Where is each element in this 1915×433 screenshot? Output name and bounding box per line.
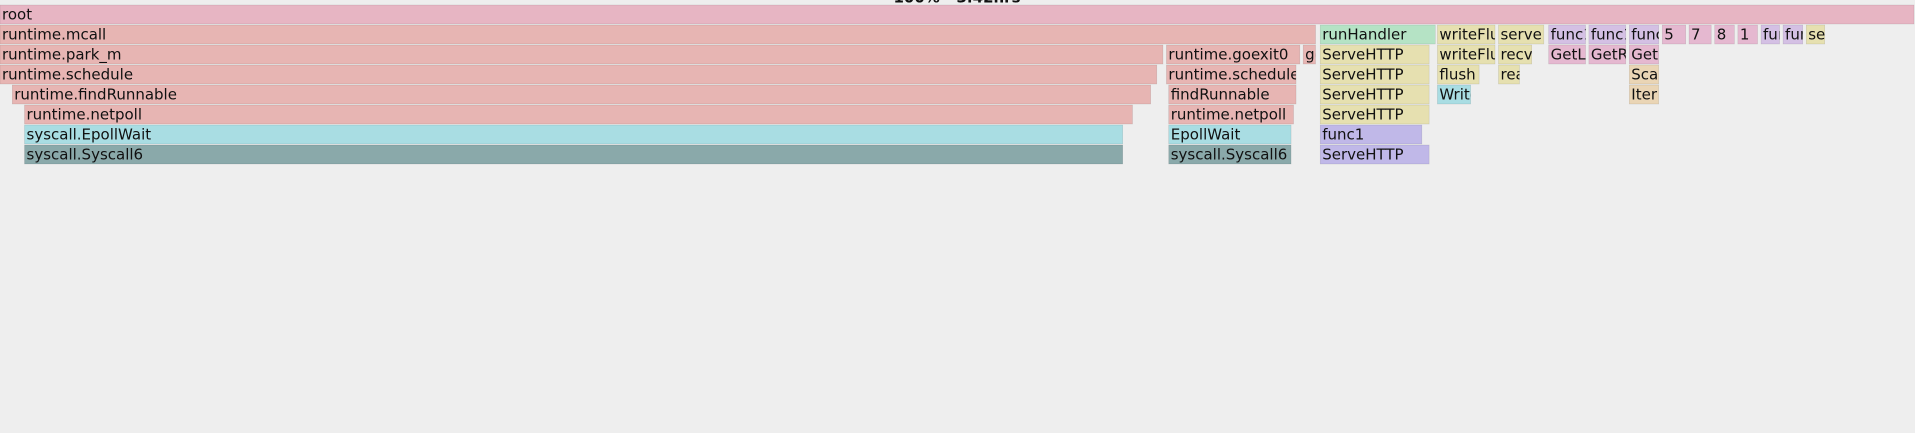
frame-label: recv <box>1500 46 1532 64</box>
frame-label: runHandler <box>1322 26 1407 44</box>
frame-label: 7 <box>1691 26 1701 44</box>
frame <box>1661 24 1686 45</box>
frame <box>24 144 1123 165</box>
frame <box>1437 44 1496 65</box>
frame-label: ServeHTTP <box>1322 146 1403 164</box>
frame <box>1498 44 1533 65</box>
frame-label: writeFlusher <box>1439 46 1533 64</box>
frame <box>1319 144 1430 165</box>
title: 100% - 3.42hrs <box>893 0 1020 7</box>
frame-label: Iter <box>1631 86 1658 104</box>
frame-label: syscall.Syscall6 <box>27 146 144 164</box>
frame <box>1319 64 1430 85</box>
frame <box>0 44 1164 65</box>
frame <box>1166 64 1297 85</box>
frame-label: func <box>1763 26 1796 44</box>
frame-label: ServeHTTP <box>1322 86 1403 104</box>
frame-label: func1 <box>1551 26 1593 44</box>
frame <box>1629 64 1659 85</box>
frame-label: Scan <box>1631 66 1667 84</box>
frame <box>1319 24 1436 45</box>
frame-label: flush <box>1439 66 1475 84</box>
frame <box>1168 144 1292 165</box>
frame <box>1714 24 1735 45</box>
frame <box>1168 124 1292 145</box>
frame <box>1498 24 1545 45</box>
frame-label: runtime.schedule <box>2 66 133 84</box>
frame-label: writeFlusher <box>1439 26 1533 44</box>
frame <box>1782 24 1803 45</box>
frame-label: serv <box>1808 26 1840 44</box>
frame-label: GetPo <box>1631 46 1675 64</box>
frame-label: ServeHTTP <box>1322 46 1403 64</box>
frame <box>1319 44 1430 65</box>
frame-label: runtime.park_m <box>2 46 122 65</box>
frame <box>1588 44 1627 65</box>
frame-label: 8 <box>1717 26 1727 44</box>
frame-label: func1 <box>1322 126 1364 144</box>
frame <box>1629 24 1659 45</box>
frame <box>0 64 1158 85</box>
frame <box>1437 24 1496 45</box>
frame <box>1805 24 1826 45</box>
frame <box>1319 84 1430 105</box>
frame <box>1548 24 1586 45</box>
frame <box>1588 24 1627 45</box>
frame <box>1737 24 1758 45</box>
frame-label: runtime.schedule <box>1168 66 1299 84</box>
frame-label: GetRep <box>1591 46 1646 64</box>
frame-label: ServeHTTP <box>1322 66 1403 84</box>
frame-label: WriteT <box>1439 86 1489 104</box>
frame <box>1166 44 1301 65</box>
frame-label: runtime.netpoll <box>27 106 142 124</box>
frame <box>1168 104 1294 125</box>
frame <box>1437 84 1471 105</box>
frame <box>24 124 1123 145</box>
frame-label: 1 <box>1740 26 1750 44</box>
frame <box>1688 24 1712 45</box>
frame-label: syscall.Syscall6 <box>1171 146 1288 164</box>
frame-label: runtime.findRunnable <box>14 86 177 104</box>
frame <box>12 84 1151 105</box>
frame-label: goexit0 <box>1305 46 1361 64</box>
frame <box>1498 64 1520 85</box>
frame-label: syscall.EpollWait <box>27 126 152 144</box>
frame-label: runtime.goexit0 <box>1168 46 1288 64</box>
frame <box>1760 24 1780 45</box>
frame-label: func1 <box>1631 26 1673 44</box>
frame-label: serve <box>1500 26 1541 44</box>
frame-label: GetLike <box>1551 46 1608 64</box>
frame-label: runtime.netpoll <box>1171 106 1287 124</box>
frame <box>0 4 1915 25</box>
frame-label: read <box>1500 66 1534 84</box>
frame-label: func <box>1785 26 1818 44</box>
frame-label: ServeHTTP <box>1322 106 1403 124</box>
frame-label: runtime.mcall <box>2 26 106 44</box>
frame-label: root <box>2 6 32 24</box>
frame-label: EpollWait <box>1171 126 1241 144</box>
frame <box>0 24 1316 45</box>
frame <box>1548 44 1586 65</box>
frame <box>1437 64 1480 85</box>
frame <box>1319 124 1423 145</box>
frame <box>24 104 1133 125</box>
frame <box>1168 84 1297 105</box>
frame-label: 5 <box>1664 26 1674 44</box>
frame-label: findRunnable <box>1171 86 1270 104</box>
frame <box>1319 104 1430 125</box>
frame <box>1629 44 1659 65</box>
frame <box>1302 44 1316 65</box>
frame <box>1629 84 1659 105</box>
frame-label: func1 <box>1591 26 1633 44</box>
